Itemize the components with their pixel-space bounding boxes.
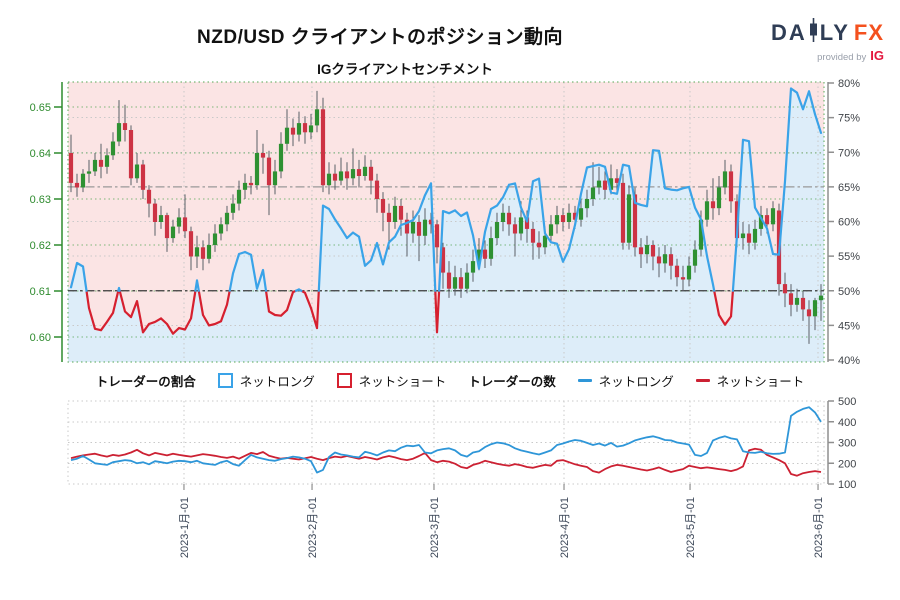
dailyfx-logo: DA LY FX provided by IG — [771, 18, 884, 63]
net-short-square-icon — [336, 373, 352, 388]
legend-label: ネットロング — [598, 375, 674, 389]
svg-text:0.61: 0.61 — [30, 286, 51, 298]
chart-subtitle: IGクライアントセンチメント — [317, 62, 493, 77]
svg-text:2023-6月-01: 2023-6月-01 — [813, 497, 825, 558]
svg-text:70%: 70% — [838, 147, 860, 159]
net-long-square-icon — [217, 373, 233, 388]
legend-item-ratio-net-short: ネットショート — [336, 371, 447, 390]
ig-logo: IG — [870, 48, 884, 63]
svg-text:2023-1月-01: 2023-1月-01 — [179, 497, 191, 558]
logo-candlestick-icon — [809, 18, 818, 47]
svg-text:0.60: 0.60 — [30, 332, 51, 344]
legend-label: ネットショート — [716, 375, 805, 389]
svg-text:55%: 55% — [838, 251, 860, 263]
legend-ratio-group-label: トレーダーの割合 — [95, 375, 196, 389]
svg-text:0.63: 0.63 — [30, 194, 51, 206]
svg-text:2023-5月-01: 2023-5月-01 — [685, 497, 697, 558]
trader-count-chart: 500 400 300 200 100 2023-1月-01 2023-2月-01 2023-… — [67, 396, 856, 558]
main-price-sentiment-chart: 0.65 0.64 0.63 0.62 0.61 0.60 80% 75% 70% 65% 60% 5… — [30, 78, 861, 367]
legend-label: ネットロング — [239, 375, 315, 389]
svg-text:2023-3月-01: 2023-3月-01 — [429, 497, 441, 558]
legend-count-group-label: トレーダーの数 — [468, 375, 556, 389]
svg-text:200: 200 — [838, 458, 856, 470]
page-title: NZD/USD クライアントのポジション動向 — [197, 27, 563, 48]
svg-text:2023-4月-01: 2023-4月-01 — [559, 497, 571, 558]
svg-text:60%: 60% — [838, 217, 860, 229]
svg-text:75%: 75% — [838, 113, 860, 125]
dailyfx-wordmark: DA LY FX — [771, 18, 884, 47]
svg-text:400: 400 — [838, 417, 856, 429]
svg-text:0.65: 0.65 — [30, 102, 51, 114]
legend-label: ネットショート — [358, 375, 447, 389]
svg-text:80%: 80% — [838, 78, 860, 90]
legend-item-count-net-long: ネットロング — [577, 371, 674, 390]
logo-text-fx: FX — [853, 19, 884, 45]
legend-item-ratio-net-long: ネットロング — [217, 371, 315, 390]
svg-text:100: 100 — [838, 479, 856, 491]
logo-text-ly: LY — [819, 19, 850, 45]
logo-text-da: DA — [771, 19, 807, 45]
net-long-line-icon — [577, 378, 592, 383]
svg-text:300: 300 — [838, 438, 856, 450]
svg-text:0.62: 0.62 — [30, 240, 51, 252]
svg-text:0.64: 0.64 — [30, 148, 51, 160]
svg-text:65%: 65% — [838, 182, 860, 194]
svg-text:45%: 45% — [838, 320, 860, 332]
svg-text:500: 500 — [838, 396, 856, 408]
net-short-line-icon — [695, 378, 710, 383]
svg-text:40%: 40% — [838, 355, 860, 367]
svg-text:2023-2月-01: 2023-2月-01 — [307, 497, 319, 558]
svg-text:50%: 50% — [838, 286, 860, 298]
logo-provided-by: provided by IG — [817, 48, 884, 63]
chart-legend: トレーダーの割合 ネットロング ネットショート トレーダーの数 ネットロング ネ… — [0, 371, 900, 390]
legend-item-count-net-short: ネットショート — [695, 371, 805, 390]
